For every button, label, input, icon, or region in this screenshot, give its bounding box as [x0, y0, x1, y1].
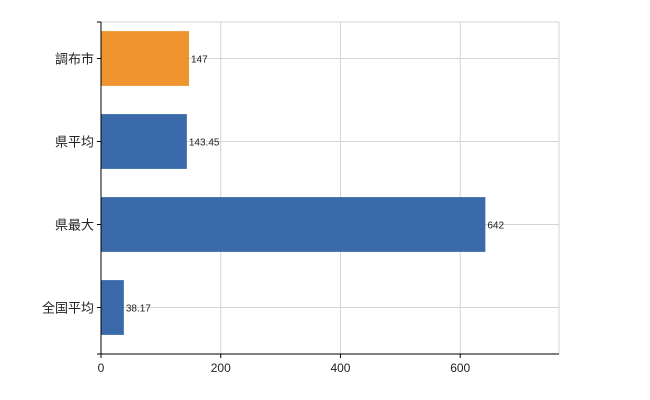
x-tick-label: 200 [211, 361, 231, 375]
category-label: 県平均 [55, 136, 94, 151]
data-label: 147 [191, 55, 208, 66]
bars [101, 31, 486, 335]
bar [101, 197, 486, 252]
x-tick-label: 0 [98, 361, 105, 375]
axes [97, 21, 559, 358]
data-label: 143.45 [189, 138, 220, 149]
data-label: 38.17 [126, 304, 151, 315]
data-label: 642 [487, 221, 504, 232]
category-label: 県最大 [55, 219, 94, 234]
bar [101, 31, 190, 86]
bar [101, 280, 124, 335]
data-labels: 147 143.45 642 38.17 [126, 55, 505, 315]
category-label: 調布市 [55, 52, 94, 68]
x-tick-labels: 0 200 400 600 [98, 361, 471, 375]
x-tick-label: 400 [330, 361, 350, 375]
x-tick-label: 600 [450, 361, 470, 375]
category-label: 全国平均 [42, 301, 94, 317]
bar [101, 114, 187, 169]
